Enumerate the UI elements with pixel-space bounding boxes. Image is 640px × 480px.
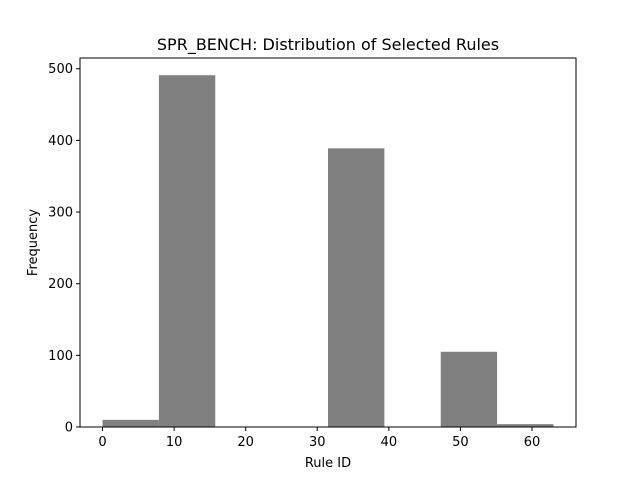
histogram-bar [158,75,216,428]
y-tick-label: 0 [65,421,73,436]
x-tick-label: 50 [452,435,469,450]
bars-group [102,75,554,428]
y-tick-label: 100 [48,349,73,364]
histogram-bar [102,419,159,427]
x-tick-label: 10 [166,435,183,450]
y-tick-label: 200 [48,277,73,292]
histogram-bar [497,424,554,427]
x-tick-label: 20 [237,435,254,450]
x-axis-ticks: 0 10 20 30 40 50 60 [98,427,540,450]
y-tick-label: 500 [48,62,73,77]
y-axis-ticks: 0 100 200 300 400 500 [48,62,80,436]
x-tick-label: 60 [524,435,541,450]
plot-frame [79,57,577,428]
histogram-bar [440,351,498,427]
x-axis-label: Rule ID [305,456,351,471]
x-tick-label: 40 [381,435,398,450]
chart-title: SPR_BENCH: Distribution of Selected Rule… [157,35,499,55]
y-tick-label: 300 [48,206,73,221]
y-tick-label: 400 [48,134,73,149]
x-tick-label: 0 [98,435,106,450]
histogram-bar [328,148,385,428]
y-axis-label: Frequency [26,209,41,276]
x-tick-label: 30 [309,435,326,450]
